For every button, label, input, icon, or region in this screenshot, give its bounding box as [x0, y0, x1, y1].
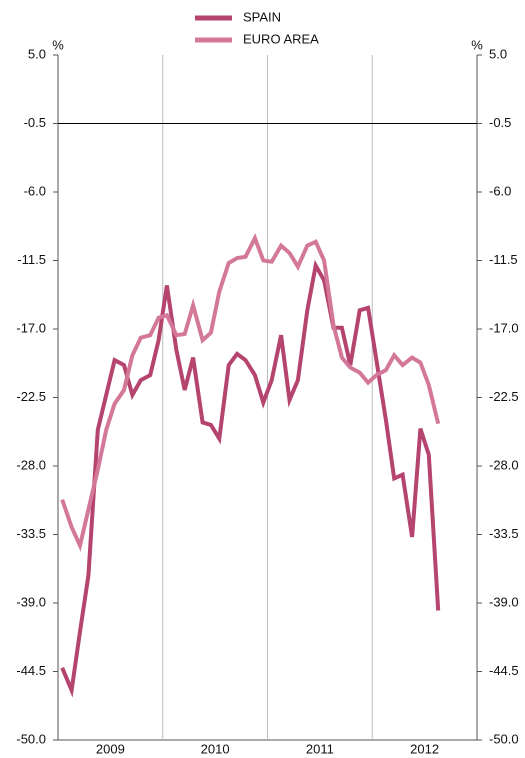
legend-label: EURO AREA — [243, 31, 319, 46]
y-tick-label-right: -44.5 — [489, 663, 519, 678]
y-tick-label-left: -44.5 — [16, 663, 46, 678]
x-tick-label: 2010 — [201, 741, 230, 756]
y-tick-label-right: -0.5 — [489, 115, 511, 130]
y-tick-label-left: -0.5 — [24, 115, 46, 130]
y-tick-label-left: -33.5 — [16, 526, 46, 541]
y-tick-label-right: -39.0 — [489, 594, 519, 609]
y-tick-label-right: 5.0 — [489, 46, 507, 61]
series-line — [60, 233, 441, 552]
y-tick-label-left: -28.0 — [16, 457, 46, 472]
y-tick-label-right: -11.5 — [489, 252, 518, 267]
y-tick-label-right: -22.5 — [489, 389, 519, 404]
x-tick-label: 2009 — [96, 741, 125, 756]
x-tick-label: 2012 — [410, 741, 439, 756]
y-tick-label-right: -50.0 — [489, 731, 519, 746]
y-tick-label-right: -28.0 — [489, 457, 519, 472]
y-tick-label-left: -17.0 — [16, 320, 46, 335]
y-tick-label-right: -17.0 — [489, 320, 519, 335]
legend-label: SPAIN — [243, 9, 281, 24]
series-line — [60, 259, 441, 698]
y-tick-label-left: -22.5 — [16, 389, 46, 404]
y-tick-label-left: -11.5 — [17, 252, 46, 267]
y-tick-label-left: -50.0 — [16, 731, 46, 746]
y-tick-label-right: -33.5 — [489, 526, 519, 541]
y-tick-label-left: 5.0 — [28, 46, 46, 61]
x-tick-label: 2011 — [306, 741, 334, 756]
y-tick-label-left: -39.0 — [16, 594, 46, 609]
y-unit-left: % — [52, 37, 64, 52]
y-tick-label-left: -6.0 — [24, 183, 46, 198]
y-tick-label-right: -6.0 — [489, 183, 511, 198]
y-unit-right: % — [471, 37, 483, 52]
